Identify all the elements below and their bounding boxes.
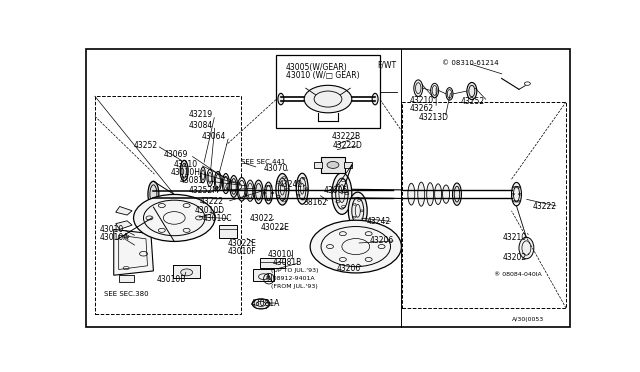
Text: 43206: 43206	[369, 236, 394, 246]
Text: 43252M: 43252M	[188, 186, 219, 195]
Ellipse shape	[408, 183, 415, 205]
Ellipse shape	[264, 182, 273, 204]
Text: 43010C: 43010C	[203, 214, 232, 223]
Bar	[173, 265, 200, 278]
Ellipse shape	[276, 173, 289, 205]
Ellipse shape	[418, 182, 425, 206]
Text: 43084: 43084	[188, 121, 212, 130]
Text: ® 08084-040lA: ® 08084-040lA	[494, 272, 542, 277]
Text: 43242: 43242	[367, 217, 391, 226]
Ellipse shape	[207, 169, 213, 186]
Text: 43010H: 43010H	[170, 168, 200, 177]
Text: 43252: 43252	[134, 141, 157, 150]
Ellipse shape	[148, 181, 159, 207]
Bar	[260, 258, 285, 268]
Ellipse shape	[246, 180, 254, 201]
Text: 43005: 43005	[324, 186, 348, 195]
Ellipse shape	[332, 173, 352, 214]
Ellipse shape	[254, 180, 263, 203]
Text: 43010: 43010	[100, 225, 124, 234]
Text: N: N	[266, 274, 272, 283]
Text: 43010A: 43010A	[100, 234, 129, 243]
Text: © 08310-61214: © 08310-61214	[442, 60, 499, 66]
Text: 43222D: 43222D	[333, 141, 363, 150]
Text: 43252: 43252	[461, 97, 485, 106]
Polygon shape	[116, 206, 132, 215]
Text: 43213D: 43213D	[419, 113, 448, 122]
Ellipse shape	[230, 176, 237, 197]
Text: (UP TO JUL.'93): (UP TO JUL.'93)	[271, 269, 319, 273]
Text: 43069: 43069	[163, 150, 188, 160]
Ellipse shape	[446, 88, 453, 100]
Bar	[314, 161, 321, 169]
Ellipse shape	[431, 83, 438, 97]
Circle shape	[134, 195, 215, 241]
Ellipse shape	[427, 183, 434, 206]
Bar	[253, 269, 275, 281]
Bar	[276, 55, 380, 128]
Text: 43005(W/GEAR): 43005(W/GEAR)	[286, 63, 348, 72]
Text: 43210: 43210	[173, 160, 197, 169]
Text: 43022: 43022	[250, 214, 274, 223]
Text: 43064: 43064	[202, 132, 226, 141]
Ellipse shape	[443, 185, 449, 203]
Ellipse shape	[414, 80, 423, 96]
Polygon shape	[114, 230, 154, 275]
Text: 43070: 43070	[264, 164, 288, 173]
Circle shape	[327, 161, 339, 169]
Text: 43010J: 43010J	[268, 250, 294, 259]
Ellipse shape	[467, 83, 477, 100]
Text: SEE SEC.441: SEE SEC.441	[241, 159, 285, 165]
Circle shape	[310, 220, 401, 273]
Text: 43262: 43262	[410, 104, 434, 113]
Text: 43022E: 43022E	[228, 239, 257, 248]
Text: 43081B: 43081B	[273, 259, 301, 267]
Bar	[403, 102, 566, 308]
Text: 43206: 43206	[337, 264, 361, 273]
Text: 43219: 43219	[188, 110, 212, 119]
Circle shape	[304, 85, 352, 113]
Text: N 08912-9401A: N 08912-9401A	[266, 276, 315, 281]
Ellipse shape	[200, 167, 205, 183]
Text: 43010B: 43010B	[157, 275, 186, 284]
Ellipse shape	[348, 192, 367, 230]
Text: 43222: 43222	[532, 202, 556, 211]
Ellipse shape	[372, 93, 378, 105]
Text: 43081: 43081	[179, 176, 204, 185]
Text: 43222: 43222	[200, 197, 224, 206]
Text: 43081A: 43081A	[251, 298, 280, 308]
Ellipse shape	[237, 177, 246, 201]
Ellipse shape	[435, 184, 442, 205]
Circle shape	[252, 299, 270, 309]
Ellipse shape	[511, 182, 522, 206]
Bar	[321, 157, 346, 173]
Text: 43010 (W/□ GEAR): 43010 (W/□ GEAR)	[286, 71, 360, 80]
Polygon shape	[116, 221, 132, 230]
Text: 43210: 43210	[502, 232, 527, 242]
Text: 43222B: 43222B	[332, 132, 361, 141]
Text: 43202: 43202	[502, 253, 527, 262]
Ellipse shape	[278, 93, 284, 105]
Bar	[344, 161, 352, 169]
Text: A/30(0053: A/30(0053	[511, 317, 544, 322]
Text: 43010D: 43010D	[195, 206, 225, 215]
Ellipse shape	[222, 173, 229, 193]
Ellipse shape	[519, 237, 534, 259]
Circle shape	[180, 269, 193, 276]
Text: SEE SEC.380: SEE SEC.380	[104, 291, 148, 297]
Bar	[95, 96, 241, 314]
Text: 43242: 43242	[278, 180, 303, 189]
Ellipse shape	[296, 173, 308, 204]
Polygon shape	[118, 275, 134, 282]
Ellipse shape	[180, 160, 188, 181]
Text: 43022E: 43022E	[261, 223, 290, 232]
Bar	[219, 225, 237, 238]
Text: 38162: 38162	[303, 198, 327, 207]
Ellipse shape	[214, 171, 221, 191]
Ellipse shape	[452, 183, 461, 205]
Text: 43210: 43210	[410, 96, 434, 105]
Text: (FROM JUL.'93): (FROM JUL.'93)	[271, 284, 317, 289]
Text: F/WT: F/WT	[378, 60, 397, 69]
Text: 43010F: 43010F	[228, 247, 257, 256]
